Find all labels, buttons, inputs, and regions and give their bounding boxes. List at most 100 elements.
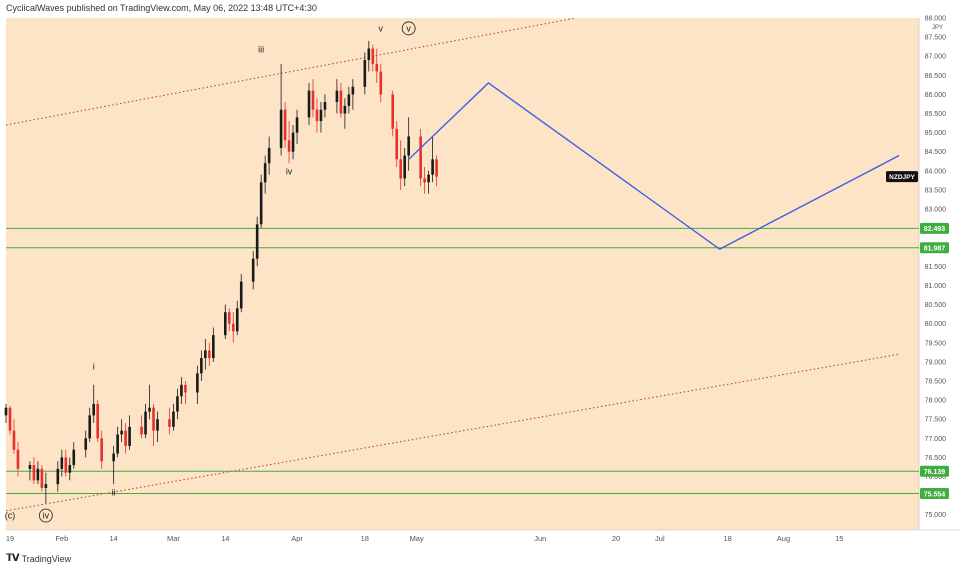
- time-tick-label: 14: [109, 534, 117, 543]
- channel-lines: [5, 17, 900, 512]
- candle-body: [212, 335, 215, 359]
- candle-body: [120, 430, 123, 435]
- candle: [200, 350, 203, 381]
- candle-body: [379, 71, 383, 95]
- candle-body: [148, 407, 151, 412]
- candle: [60, 449, 64, 477]
- candle-body: [315, 109, 319, 122]
- level-badge-bg: [920, 465, 949, 477]
- candle: [427, 170, 430, 194]
- candle-body: [307, 90, 311, 118]
- candle-body: [72, 449, 76, 466]
- time-tick-label: Jul: [655, 534, 665, 543]
- brand-label: TradingView: [21, 553, 72, 564]
- candle: [172, 403, 175, 431]
- footer: 𝗧𝗩 TradingView: [6, 553, 71, 564]
- level-badge-bg: [920, 488, 949, 500]
- candle-body: [323, 102, 327, 110]
- candle: [423, 167, 426, 194]
- candle-body: [64, 457, 68, 473]
- candle: [371, 44, 375, 72]
- candle: [176, 388, 179, 420]
- candle-body: [267, 147, 271, 164]
- candle-body: [423, 178, 426, 183]
- price-tick-label: 76.500: [925, 455, 947, 462]
- candle-body: [44, 484, 48, 488]
- candle-body: [391, 94, 395, 129]
- horizontal-levels: [6, 227, 919, 495]
- candle-body: [291, 132, 295, 152]
- candle-body: [343, 105, 347, 114]
- price-tick-label: 88.000: [925, 16, 947, 23]
- candle-body: [367, 48, 371, 61]
- candle: [419, 128, 422, 187]
- candle-body: [16, 449, 20, 469]
- candle-body: [92, 403, 96, 416]
- candle: [56, 461, 60, 492]
- candle-body: [235, 308, 239, 332]
- time-tick-label: Aug: [777, 534, 790, 543]
- level-badge: 75.554: [924, 491, 946, 498]
- candle: [231, 312, 235, 343]
- price-tick-label: 78.500: [925, 378, 947, 385]
- price-tick-label: 81.000: [925, 283, 947, 290]
- candle-body: [88, 415, 92, 439]
- candle-body: [112, 453, 115, 462]
- candle: [68, 457, 72, 481]
- price-tick-label: 85.500: [925, 111, 947, 118]
- candle-body: [227, 312, 231, 324]
- level-badge-bg: [920, 222, 949, 234]
- projection-line: [408, 82, 900, 250]
- candle-body: [180, 384, 183, 397]
- candle: [64, 449, 68, 477]
- candle-body: [32, 465, 36, 481]
- candle-body: [8, 407, 12, 431]
- candle-body: [255, 224, 259, 259]
- candle-body: [407, 136, 410, 156]
- candle: [84, 430, 88, 458]
- candle: [44, 472, 48, 504]
- candle-body: [335, 90, 339, 103]
- candle: [36, 461, 40, 485]
- price-tick-label: 77.000: [925, 436, 947, 443]
- candle-body: [40, 468, 44, 488]
- candle: [379, 63, 383, 103]
- candle: [100, 430, 103, 469]
- candle: [16, 442, 20, 477]
- candle: [283, 102, 287, 148]
- candle: [339, 82, 343, 118]
- candle: [291, 124, 295, 160]
- candle-body: [319, 109, 323, 122]
- candle: [399, 140, 403, 190]
- candle: [279, 63, 283, 156]
- price-tick-label: 75.000: [925, 512, 947, 519]
- time-tick-label: 15: [835, 534, 843, 543]
- candle-body: [351, 86, 355, 95]
- candle-body: [403, 155, 406, 179]
- candle-body: [399, 159, 403, 179]
- candle: [343, 98, 347, 129]
- candle: [307, 82, 311, 125]
- time-tick-label: Mar: [167, 534, 180, 543]
- wave-circle: [401, 21, 416, 36]
- price-tick-label: 86.000: [925, 92, 947, 99]
- price-tick-label: 78.000: [925, 398, 947, 405]
- time-tick-label: 14: [221, 534, 229, 543]
- price-tick-label: 87.000: [925, 54, 947, 61]
- price-tick-label: 84.500: [925, 149, 947, 156]
- price-axis-unit: JPY: [932, 25, 943, 31]
- candle: [180, 377, 183, 404]
- candle: [251, 251, 255, 290]
- candle: [323, 94, 327, 118]
- candle: [223, 304, 227, 339]
- candle: [403, 147, 406, 187]
- candle: [168, 407, 171, 435]
- candle: [32, 457, 36, 485]
- projection-path: [408, 82, 900, 250]
- candle-body: [84, 438, 88, 450]
- candle: [140, 415, 143, 439]
- candle-body: [347, 94, 351, 106]
- candle: [311, 79, 315, 118]
- candle-body: [184, 384, 187, 393]
